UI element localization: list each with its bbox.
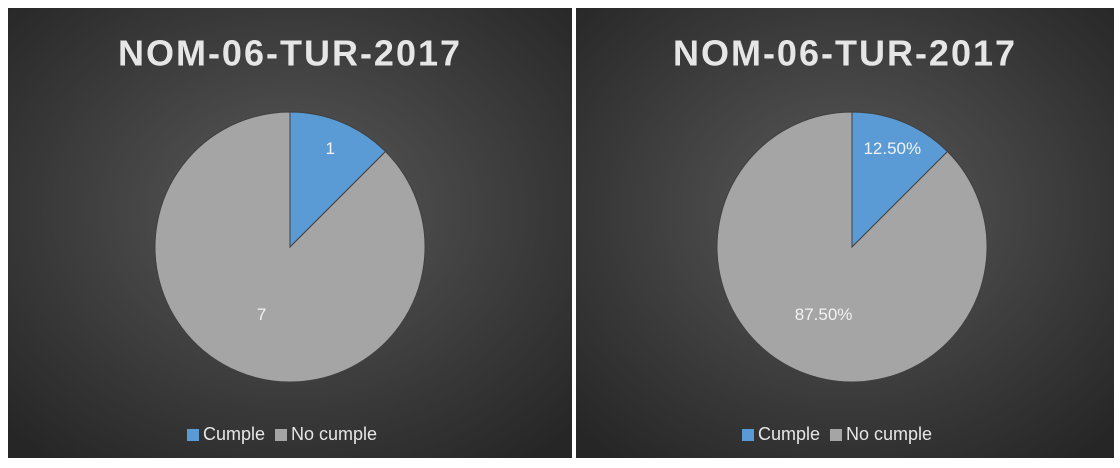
- legend-swatch: [187, 429, 199, 441]
- legend-swatch: [742, 429, 754, 441]
- data-label: 12.50%: [863, 139, 921, 158]
- legend-label: Cumple: [203, 424, 265, 444]
- chart-title: NOM-06-TUR-2017: [118, 33, 462, 74]
- chart-title: NOM-06-TUR-2017: [673, 33, 1017, 74]
- pie-slice: [716, 111, 988, 383]
- pie-slice: [289, 111, 387, 249]
- data-label: 1: [326, 139, 335, 158]
- chart: NOM-06-TUR-2017 1 7 Cumple No cumple: [8, 8, 572, 458]
- pie-slice: [851, 111, 949, 249]
- legend-label: Cumple: [758, 424, 820, 444]
- chart: NOM-06-TUR-2017 12.50% 87.50% Cumple No cump…: [576, 8, 1114, 458]
- legend-swatch: [275, 429, 287, 441]
- legend-label: No cumple: [291, 424, 377, 444]
- legend-swatch: [830, 429, 842, 441]
- legend-label: No cumple: [846, 424, 932, 444]
- data-label: 87.50%: [795, 305, 853, 324]
- data-label: 7: [257, 305, 266, 324]
- pie-slice: [154, 111, 426, 383]
